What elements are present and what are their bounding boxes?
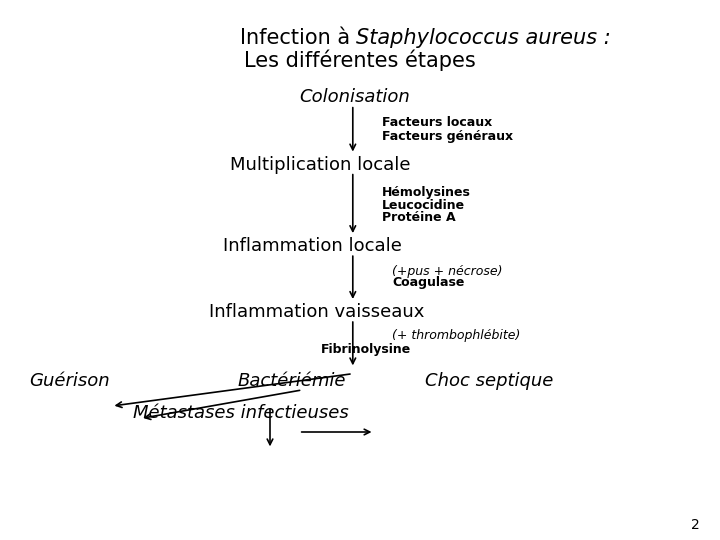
Text: Inflammation vaisseaux: Inflammation vaisseaux xyxy=(209,303,424,321)
Text: Facteurs locaux: Facteurs locaux xyxy=(382,116,492,129)
Text: Bactériémie: Bactériémie xyxy=(238,372,346,390)
Text: 2: 2 xyxy=(691,518,700,532)
Text: Hémolysines: Hémolysines xyxy=(382,186,470,199)
Text: (+ thrombophlébite): (+ thrombophlébite) xyxy=(392,329,521,342)
Text: Choc septique: Choc septique xyxy=(425,372,553,390)
Text: Facteurs généraux: Facteurs généraux xyxy=(382,130,513,143)
Text: Staphylococcus aureus :: Staphylococcus aureus : xyxy=(356,28,611,48)
Text: Coagulase: Coagulase xyxy=(392,276,465,289)
Text: Infection à: Infection à xyxy=(240,28,356,48)
Text: Métastases infectieuses: Métastases infectieuses xyxy=(133,404,349,422)
Text: Fibrinolysine: Fibrinolysine xyxy=(320,343,410,356)
Text: Inflammation locale: Inflammation locale xyxy=(223,237,402,255)
Text: Colonisation: Colonisation xyxy=(299,88,410,106)
Text: Multiplication locale: Multiplication locale xyxy=(230,156,411,174)
Text: Leucocidine: Leucocidine xyxy=(382,199,464,212)
Text: Guérison: Guérison xyxy=(29,372,109,390)
Text: (+pus + nécrose): (+pus + nécrose) xyxy=(392,265,503,278)
Text: Les différentes étapes: Les différentes étapes xyxy=(244,50,476,71)
Text: Protéine A: Protéine A xyxy=(382,211,455,224)
